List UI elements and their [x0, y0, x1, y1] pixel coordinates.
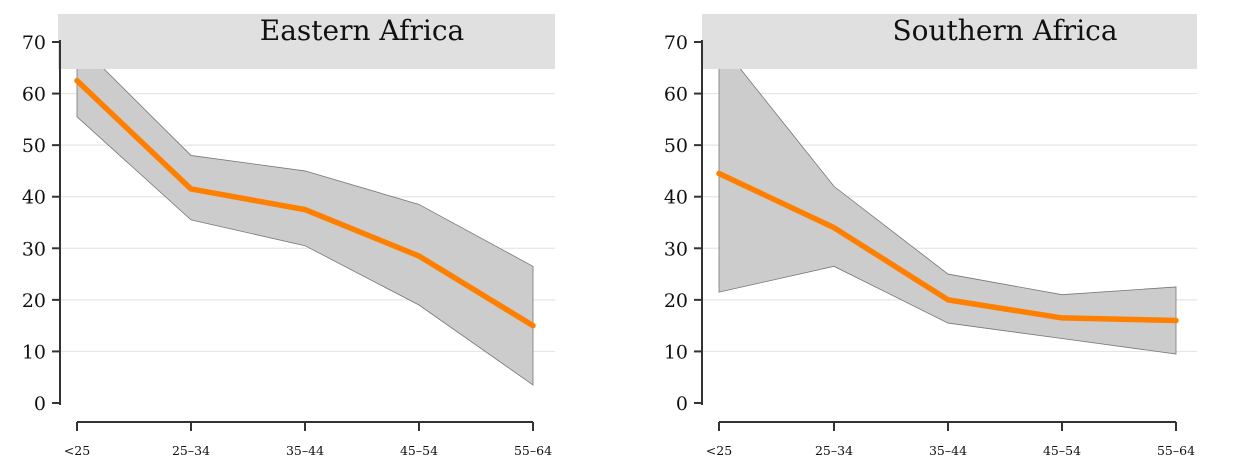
panel-title: Eastern Africa	[260, 14, 464, 47]
x-tick-label: 25–34	[815, 443, 853, 458]
x-tick-label: 45–54	[1043, 443, 1081, 458]
title-box	[702, 14, 1197, 69]
confidence-band	[718, 40, 1177, 355]
y-tick-label: 40	[664, 187, 688, 209]
y-tick-label: 10	[22, 341, 46, 363]
x-tick-label: <25	[706, 443, 732, 458]
y-tick-label: 60	[22, 84, 46, 106]
y-tick-label: 60	[664, 84, 688, 106]
y-tick-label: 0	[34, 393, 46, 415]
confidence-band	[76, 41, 534, 386]
y-tick-label: 50	[22, 135, 46, 157]
title-box	[58, 14, 555, 69]
x-tick-label: 35–44	[286, 443, 324, 458]
panel-southern-africa: Southern Africa 0 10 20 30 40 50 60 70 <25 25–34 35…	[664, 14, 1197, 458]
y-tick-label: 50	[664, 135, 688, 157]
y-tick-label: 40	[22, 187, 46, 209]
panel-title: Southern Africa	[892, 14, 1117, 47]
y-tick-label: 70	[22, 32, 46, 54]
x-tick-label: 55–64	[514, 443, 552, 458]
x-tick-label: 45–54	[400, 443, 438, 458]
x-tick-label: 25–34	[172, 443, 210, 458]
x-tick-label: 55–64	[1157, 443, 1195, 458]
y-tick-label: 10	[664, 341, 688, 363]
y-tick-label: 30	[664, 238, 688, 260]
y-tick-label: 20	[22, 290, 46, 312]
panel-eastern-africa: Eastern Africa 0 10 20 30 40 50 60 70 <25 25–34 35–…	[22, 14, 555, 458]
y-tick-label: 30	[22, 238, 46, 260]
y-tick-label: 70	[664, 32, 688, 54]
x-tick-label: 35–44	[929, 443, 967, 458]
x-tick-label: <25	[64, 443, 90, 458]
y-tick-label: 0	[676, 393, 688, 415]
y-tick-label: 20	[664, 290, 688, 312]
